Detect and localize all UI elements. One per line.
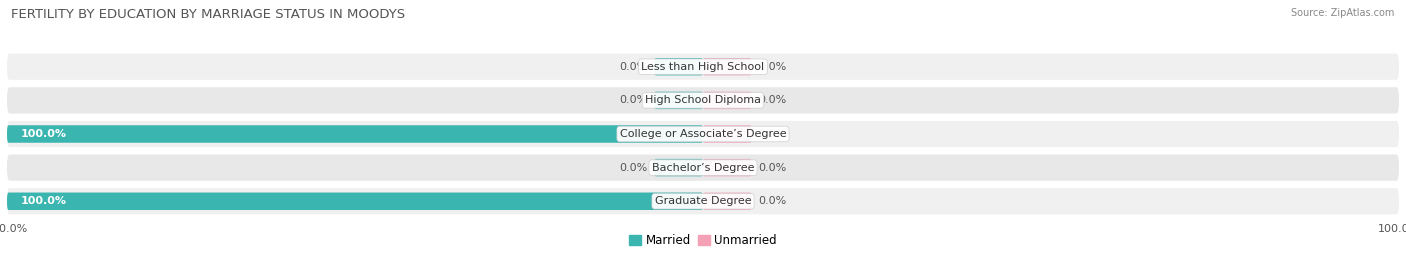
FancyBboxPatch shape	[7, 121, 1399, 147]
Text: High School Diploma: High School Diploma	[645, 95, 761, 105]
FancyBboxPatch shape	[703, 192, 752, 210]
FancyBboxPatch shape	[703, 58, 752, 76]
FancyBboxPatch shape	[7, 192, 703, 210]
FancyBboxPatch shape	[7, 155, 1399, 181]
FancyBboxPatch shape	[654, 58, 703, 76]
Text: College or Associate’s Degree: College or Associate’s Degree	[620, 129, 786, 139]
Text: 0.0%: 0.0%	[619, 163, 647, 173]
Text: 0.0%: 0.0%	[619, 95, 647, 105]
Text: Graduate Degree: Graduate Degree	[655, 196, 751, 206]
FancyBboxPatch shape	[7, 54, 1399, 80]
FancyBboxPatch shape	[7, 87, 1399, 113]
Text: 100.0%: 100.0%	[21, 129, 67, 139]
Text: 0.0%: 0.0%	[619, 62, 647, 72]
Text: FERTILITY BY EDUCATION BY MARRIAGE STATUS IN MOODYS: FERTILITY BY EDUCATION BY MARRIAGE STATU…	[11, 8, 405, 21]
Text: Source: ZipAtlas.com: Source: ZipAtlas.com	[1291, 8, 1395, 18]
FancyBboxPatch shape	[7, 188, 1399, 214]
FancyBboxPatch shape	[654, 159, 703, 176]
FancyBboxPatch shape	[654, 92, 703, 109]
Text: 0.0%: 0.0%	[759, 95, 787, 105]
FancyBboxPatch shape	[703, 159, 752, 176]
FancyBboxPatch shape	[703, 92, 752, 109]
Text: 0.0%: 0.0%	[759, 129, 787, 139]
Text: Bachelor’s Degree: Bachelor’s Degree	[652, 163, 754, 173]
FancyBboxPatch shape	[7, 125, 703, 143]
Legend: Married, Unmarried: Married, Unmarried	[624, 229, 782, 252]
Text: 0.0%: 0.0%	[759, 62, 787, 72]
Text: 0.0%: 0.0%	[759, 163, 787, 173]
Text: 0.0%: 0.0%	[759, 196, 787, 206]
FancyBboxPatch shape	[703, 125, 752, 143]
Text: 100.0%: 100.0%	[21, 196, 67, 206]
Text: Less than High School: Less than High School	[641, 62, 765, 72]
